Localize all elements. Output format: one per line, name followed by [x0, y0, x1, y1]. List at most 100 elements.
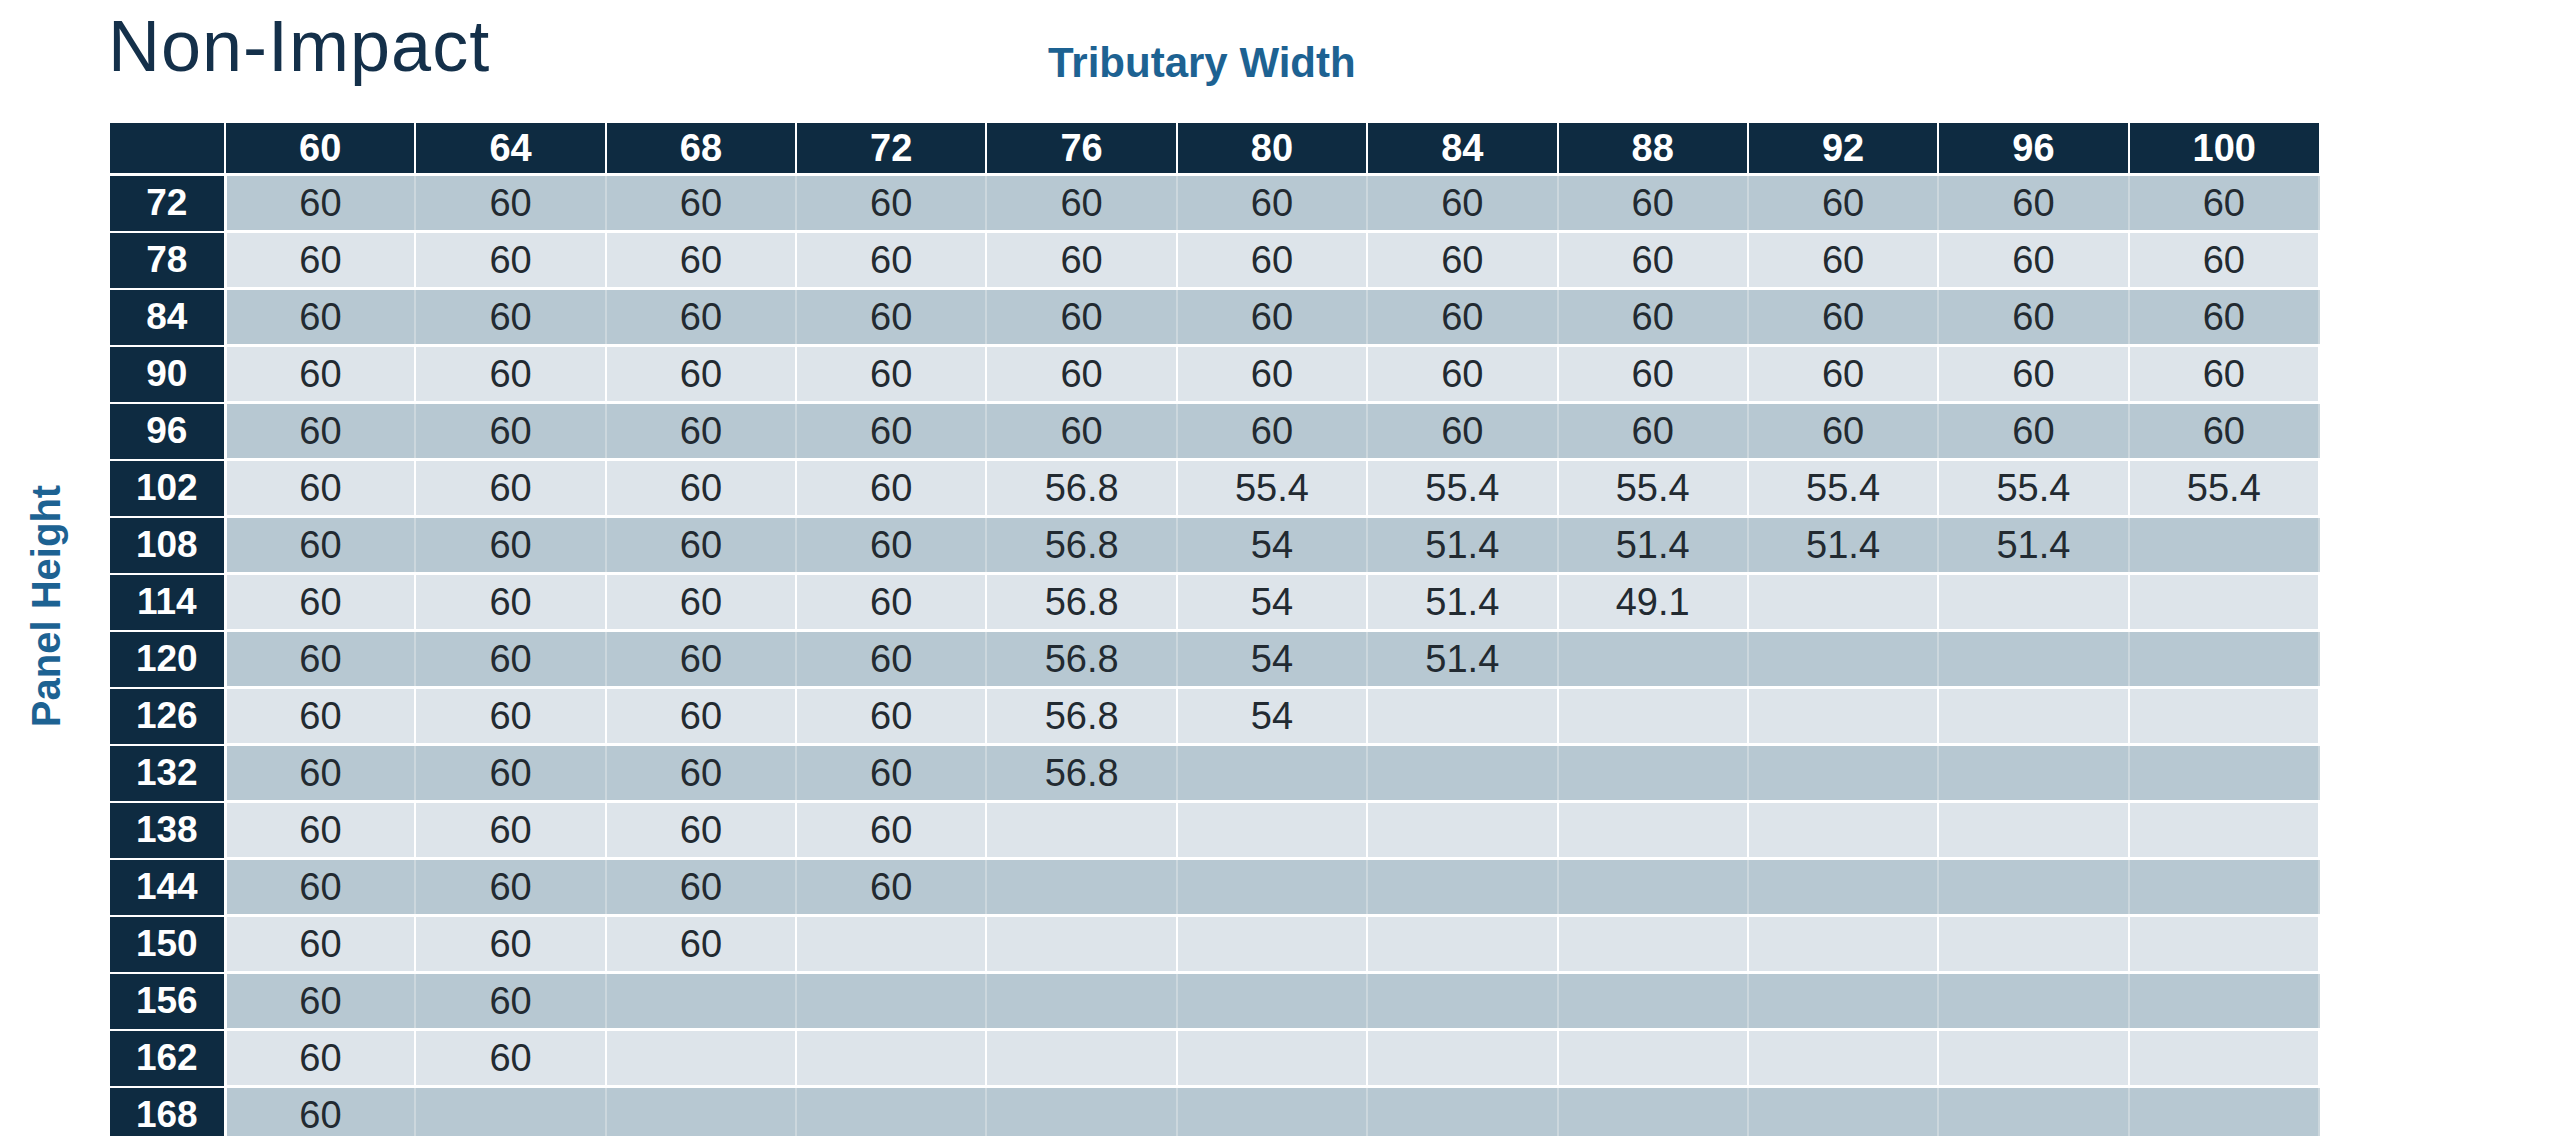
table-cell: 60	[796, 517, 986, 574]
table-cell: 60	[1367, 232, 1557, 289]
table-row: 1146060606056.85451.449.1	[110, 574, 2319, 631]
table-cell: 60	[1558, 232, 1748, 289]
table-cell	[1177, 802, 1367, 859]
row-header-138: 138	[110, 802, 225, 859]
table-cell	[2129, 916, 2319, 973]
table-cell: 55.4	[1748, 460, 1938, 517]
table-cell	[606, 973, 796, 1030]
table-cell: 60	[1177, 289, 1367, 346]
table-row: 16860	[110, 1087, 2319, 1136]
table-cell	[796, 1030, 986, 1087]
table-cell	[1177, 1087, 1367, 1136]
table-cell	[1938, 631, 2128, 688]
table-cell	[2129, 631, 2319, 688]
table-cell	[1748, 802, 1938, 859]
table-cell: 60	[1177, 175, 1367, 232]
table-cell	[1558, 859, 1748, 916]
table-cell	[986, 1087, 1176, 1136]
table-cell: 60	[225, 859, 415, 916]
table-cell: 60	[1748, 403, 1938, 460]
table-cell	[1748, 859, 1938, 916]
table-cell: 60	[606, 403, 796, 460]
table-cell: 51.4	[1558, 517, 1748, 574]
col-header-84: 84	[1367, 123, 1557, 175]
table-cell	[1177, 916, 1367, 973]
table-cell: 60	[606, 460, 796, 517]
table-cell: 60	[796, 859, 986, 916]
table-cell	[986, 973, 1176, 1030]
table-cell: 60	[986, 346, 1176, 403]
table-cell	[1367, 973, 1557, 1030]
table-cell: 55.4	[1938, 460, 2128, 517]
table-cell: 60	[2129, 289, 2319, 346]
table-cell: 55.4	[1558, 460, 1748, 517]
table-cell	[1558, 688, 1748, 745]
table-cell: 60	[1367, 175, 1557, 232]
table-cell	[1938, 1087, 2128, 1136]
table-cell: 56.8	[986, 688, 1176, 745]
table-cell: 60	[606, 688, 796, 745]
table-cell: 54	[1177, 631, 1367, 688]
table-cell: 51.4	[1938, 517, 2128, 574]
table-cell: 60	[606, 859, 796, 916]
table-cell	[1367, 745, 1557, 802]
table-head: 60646872768084889296100	[110, 123, 2319, 175]
table-cell	[1748, 973, 1938, 1030]
table-cell: 60	[606, 574, 796, 631]
row-header-156: 156	[110, 973, 225, 1030]
col-header-100: 100	[2129, 123, 2319, 175]
table-cell	[2129, 745, 2319, 802]
table-cell: 60	[415, 517, 605, 574]
table-row: 906060606060606060606060	[110, 346, 2319, 403]
table-cell: 60	[225, 802, 415, 859]
table-cell	[1367, 1087, 1557, 1136]
table-cell: 60	[225, 346, 415, 403]
table-cell	[1367, 688, 1557, 745]
table-cell: 60	[1558, 175, 1748, 232]
row-header-120: 120	[110, 631, 225, 688]
table-cell: 51.4	[1367, 517, 1557, 574]
row-header-162: 162	[110, 1030, 225, 1087]
table-cell: 51.4	[1367, 631, 1557, 688]
col-header-76: 76	[986, 123, 1176, 175]
table-cell: 51.4	[1748, 517, 1938, 574]
table-cell: 60	[796, 460, 986, 517]
table-cell: 60	[225, 1030, 415, 1087]
table-cell: 60	[225, 688, 415, 745]
table-cell: 60	[415, 745, 605, 802]
table-cell: 60	[1938, 403, 2128, 460]
table-row: 13860606060	[110, 802, 2319, 859]
table-body: 7260606060606060606060607860606060606060…	[110, 175, 2319, 1136]
table-head-row: 60646872768084889296100	[110, 123, 2319, 175]
table-cell: 60	[796, 232, 986, 289]
table-cell: 60	[1748, 175, 1938, 232]
table-cell: 60	[2129, 403, 2319, 460]
table-cell: 60	[796, 745, 986, 802]
table-cell	[1177, 1030, 1367, 1087]
table-cell	[1938, 802, 2128, 859]
table-cell	[606, 1030, 796, 1087]
table-cell	[986, 1030, 1176, 1087]
table-cell: 60	[415, 574, 605, 631]
table-row: 14460606060	[110, 859, 2319, 916]
table-cell: 56.8	[986, 574, 1176, 631]
table-cell: 60	[415, 232, 605, 289]
table-cell: 60	[1367, 403, 1557, 460]
col-header-88: 88	[1558, 123, 1748, 175]
table-row: 966060606060606060606060	[110, 403, 2319, 460]
col-header-80: 80	[1177, 123, 1367, 175]
table-cell	[2129, 802, 2319, 859]
row-header-114: 114	[110, 574, 225, 631]
table-cell	[796, 1087, 986, 1136]
table-cell	[1367, 802, 1557, 859]
table-cell: 60	[796, 403, 986, 460]
col-header-92: 92	[1748, 123, 1938, 175]
table-cell: 60	[225, 631, 415, 688]
table-cell: 54	[1177, 574, 1367, 631]
table-cell: 60	[415, 688, 605, 745]
table-cell	[1938, 916, 2128, 973]
row-header-150: 150	[110, 916, 225, 973]
row-header-144: 144	[110, 859, 225, 916]
table-cell	[1748, 1030, 1938, 1087]
table-cell: 60	[606, 289, 796, 346]
